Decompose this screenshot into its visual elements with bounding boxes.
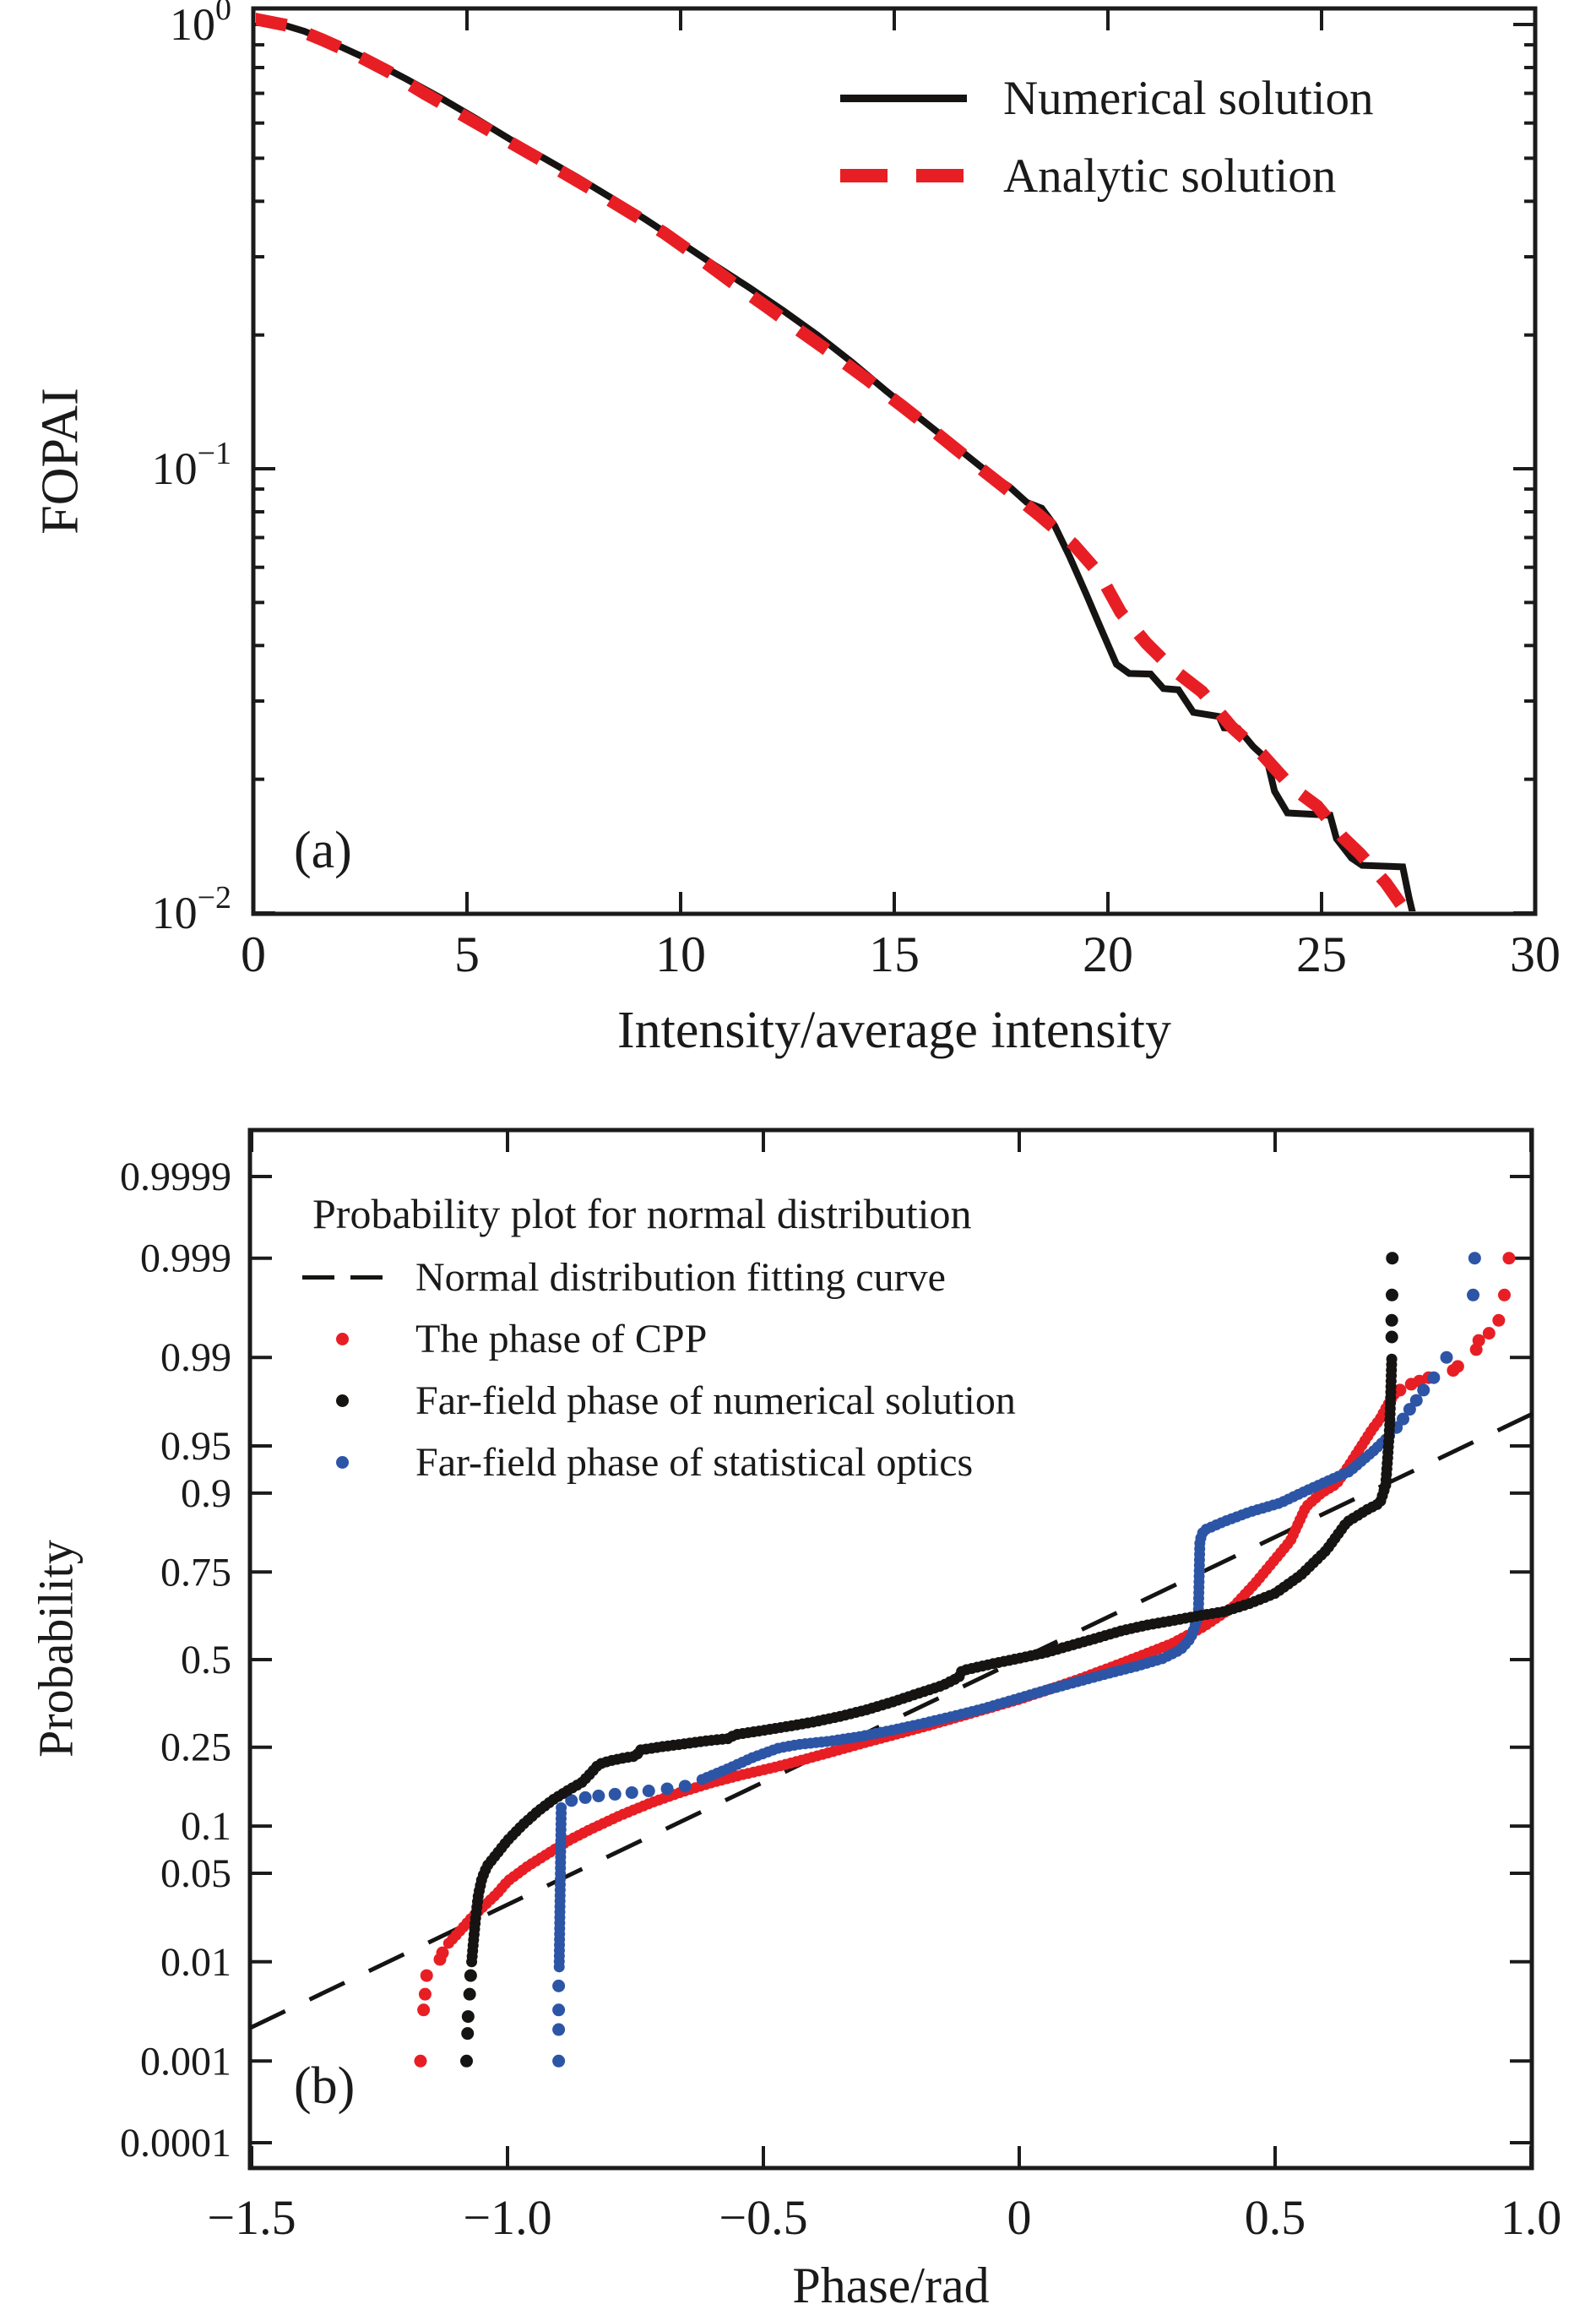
legend-panel-a: Numerical solution Analytic solution (840, 59, 1374, 215)
y-tick-label-b: 0.9999 (120, 1155, 231, 1199)
legend-item-analytic: Analytic solution (840, 137, 1374, 215)
x-tick-label-a: 10 (655, 927, 706, 982)
y-tick-label-b: 0.05 (160, 1851, 231, 1896)
fit-line (249, 1407, 1543, 2030)
y-tick-label-b: 0.001 (140, 2039, 231, 2084)
x-tick-label-a: 5 (454, 927, 480, 982)
x-tick-label-b: −1.0 (463, 2190, 551, 2245)
x-tick-label-a: 0 (241, 927, 266, 982)
y-tick-label-b: 0.95 (160, 1424, 231, 1469)
x-tick-label-b: −1.5 (207, 2190, 296, 2245)
scatter-blue (552, 1252, 1481, 2068)
scatter-black (460, 1252, 1399, 2068)
x-tick-label-b: 0 (1007, 2190, 1032, 2245)
legend-label: Far-field phase of statistical optics (415, 1440, 974, 1485)
y-tick-label-b: 0.0001 (120, 2121, 231, 2166)
panel-label-b: (b) (294, 2057, 356, 2115)
y-tick-label-b: 0.01 (160, 1940, 231, 1985)
y-tick-label-b: 0.999 (140, 1236, 231, 1281)
legend-panel-b: Probability plot for normal distribution… (279, 1181, 1016, 1493)
dashed-line-icon (840, 169, 971, 182)
legend-label: The phase of CPP (415, 1317, 708, 1361)
y-tick-label-b: 0.25 (160, 1725, 231, 1770)
plot-box-b (247, 1128, 1534, 2171)
legend-label: Analytic solution (1003, 149, 1337, 203)
legend-label: Normal distribution fitting curve (415, 1255, 946, 1300)
y-tick-label-a: 100 (170, 0, 231, 50)
legend-item-numerical-phase: Far-field phase of numerical solution (279, 1370, 1016, 1432)
red-dot-icon (279, 1333, 405, 1345)
x-tick-label-b: −0.5 (719, 2190, 807, 2245)
legend-item-statistical-phase: Far-field phase of statistical optics (279, 1432, 1016, 1493)
y-axis-title-probability: Probability (28, 1540, 84, 1758)
y-tick-label-b: 0.5 (181, 1638, 231, 1682)
x-axis-title-phase: Phase/rad (792, 2258, 990, 2313)
legend-title: Probability plot for normal distribution (312, 1190, 972, 1237)
y-tick-label-a: 10−1 (152, 436, 231, 494)
y-tick-label-a: 10−2 (152, 880, 231, 938)
x-tick-label-b: 1.0 (1501, 2190, 1562, 2245)
legend-label: Far-field phase of numerical solution (415, 1378, 1016, 1423)
y-tick-label-b: 0.1 (181, 1804, 231, 1849)
x-axis-title-intensity: Intensity/average intensity (617, 1002, 1171, 1059)
dashed-line-icon (279, 1275, 405, 1280)
legend-label: Numerical solution (1003, 71, 1374, 125)
x-tick-label-a: 20 (1083, 927, 1133, 982)
solid-line-icon (840, 94, 971, 102)
legend-title-row: Probability plot for normal distribution (279, 1181, 1016, 1247)
y-tick-label-b: 0.99 (160, 1335, 231, 1380)
x-tick-label-b: 0.5 (1245, 2190, 1306, 2245)
y-axis-title-fopai: FOPAI (31, 388, 90, 535)
curves-a (256, 13, 1416, 911)
x-tick-label-a: 30 (1510, 927, 1561, 982)
blue-dot-icon (279, 1456, 405, 1469)
axes-a: 0 5 10 15 20 25 30 100 10−1 10−2 (152, 0, 1561, 982)
panel-label-a: (a) (294, 822, 352, 879)
y-tick-label-b: 0.9 (181, 1471, 231, 1516)
black-dot-icon (279, 1394, 405, 1407)
x-tick-label-a: 15 (869, 927, 920, 982)
axes-b: −1.5 −1.0 −0.5 0 0.5 1.00.99990.9990.990.950.… (120, 1130, 1561, 2245)
legend-item-fit-curve: Normal distribution fitting curve (279, 1247, 1016, 1308)
curve-red (256, 13, 1414, 911)
x-tick-label-a: 25 (1296, 927, 1347, 982)
legend-item-cpp: The phase of CPP (279, 1308, 1016, 1370)
y-tick-label-b: 0.75 (160, 1550, 231, 1595)
legend-item-numerical: Numerical solution (840, 59, 1374, 137)
